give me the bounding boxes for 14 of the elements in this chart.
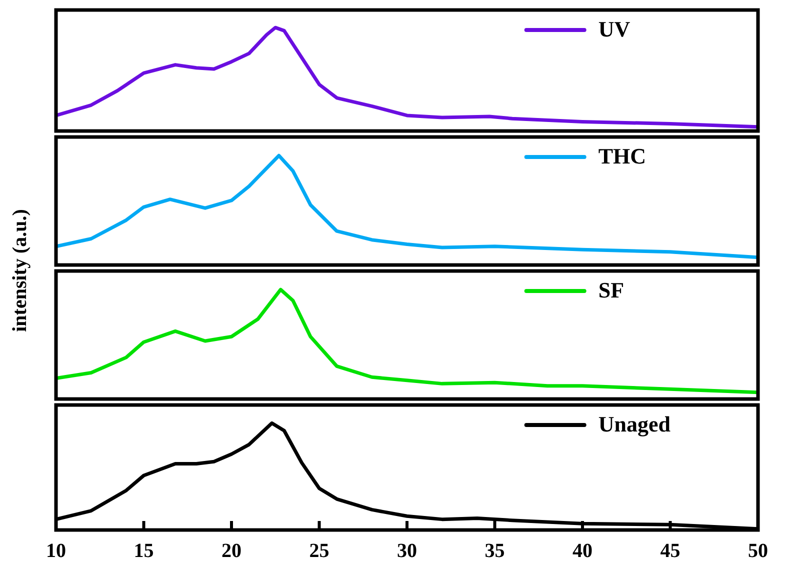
x-tick-label: 10 <box>46 540 66 562</box>
x-tick-label: 45 <box>660 540 680 562</box>
y-axis-title: intensity (a.u.) <box>8 208 32 332</box>
x-tick-label: 20 <box>222 540 242 562</box>
legend-label: THC <box>598 144 646 169</box>
legend-label: Unaged <box>598 412 670 437</box>
legend-label: SF <box>598 278 624 303</box>
x-tick-label: 25 <box>309 540 330 562</box>
legend-label: UV <box>598 16 630 42</box>
x-tick-label: 30 <box>397 540 417 562</box>
x-tick-label: 35 <box>484 540 505 562</box>
x-tick-label: 15 <box>134 540 154 562</box>
x-tick-label: 50 <box>748 540 768 562</box>
x-tick-label: 40 <box>572 540 592 562</box>
